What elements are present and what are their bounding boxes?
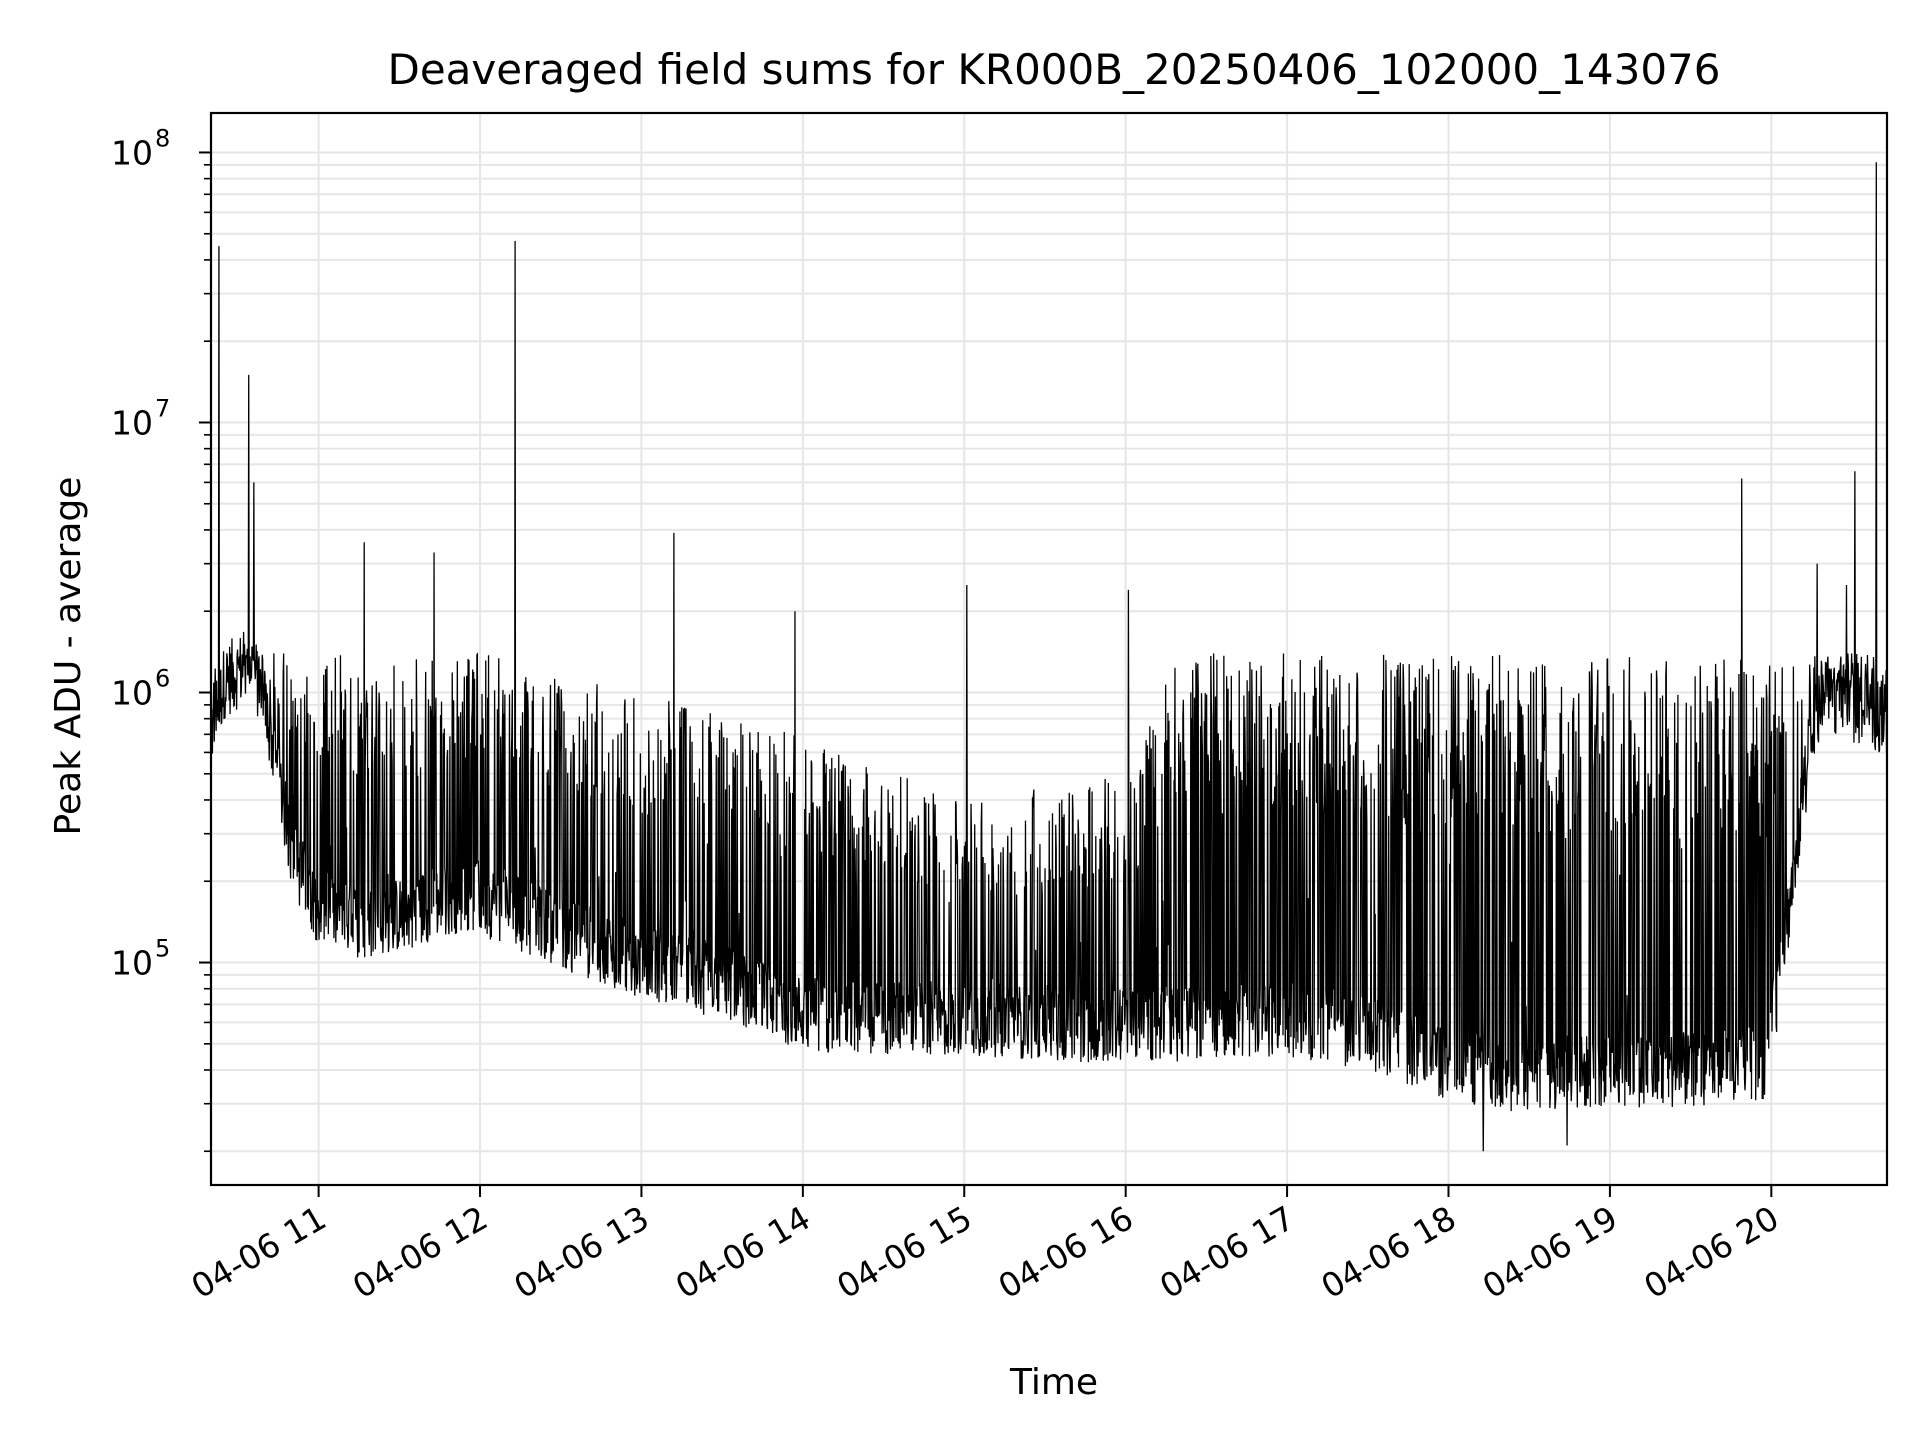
plot-frame: [209, 111, 1889, 1187]
x-tick-label: 04-06 19: [1476, 1198, 1624, 1306]
y-tick-label: 10: [111, 674, 153, 713]
series-layer: [211, 162, 1887, 1152]
x-tick-label: 04-06 20: [1637, 1198, 1785, 1306]
x-tick-label: 04-06 11: [185, 1198, 333, 1306]
chart-title: Deaveraged field sums for KR000B_2025040…: [388, 45, 1721, 94]
y-tick-exponent: 6: [155, 665, 170, 693]
y-tick-label: 10: [111, 944, 153, 983]
y-tick-label: 10: [111, 403, 153, 442]
x-axis-label: Time: [1009, 1362, 1098, 1403]
series-line-peak-adu: [211, 162, 1887, 1152]
y-tick-exponent: 7: [155, 394, 170, 422]
y-axis-label: Peak ADU - average: [48, 477, 89, 836]
x-tick-label: 04-06 17: [1153, 1198, 1301, 1306]
y-tick-exponent: 5: [155, 935, 170, 963]
x-tick-label: 04-06 13: [507, 1198, 655, 1306]
x-tick-label: 04-06 16: [992, 1198, 1140, 1306]
grid-layer: [211, 113, 1887, 1185]
x-tick-label: 04-06 15: [830, 1198, 978, 1306]
x-tick-label: 04-06 18: [1314, 1198, 1462, 1306]
x-tick-label: 04-06 12: [346, 1198, 494, 1306]
x-tick-label: 04-06 14: [669, 1198, 817, 1306]
y-tick-exponent: 8: [155, 124, 170, 152]
y-tick-label: 10: [111, 133, 153, 172]
